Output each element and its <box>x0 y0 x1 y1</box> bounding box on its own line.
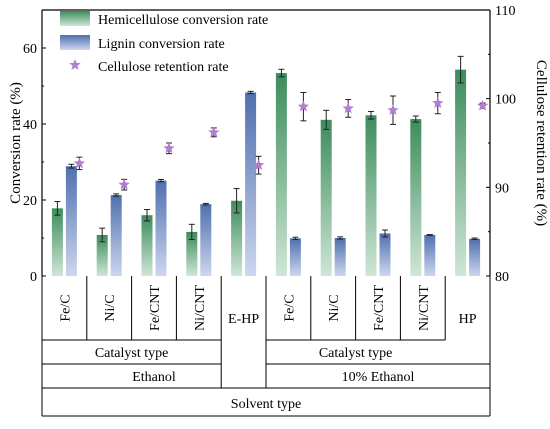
hemicellulose-error <box>188 223 195 241</box>
cellulose-star <box>342 102 354 114</box>
category-label: Ni/C <box>327 294 342 321</box>
lignin-error <box>382 229 388 238</box>
hemicellulose-bar <box>141 215 153 276</box>
cellulose-star <box>118 178 130 190</box>
y2-axis-title: Cellulose retention rate (%) <box>533 60 549 226</box>
cellulose-star <box>208 126 220 138</box>
category-label: Fe/CNT <box>372 285 387 331</box>
category-label: Fe/C <box>282 294 297 321</box>
lignin-error <box>202 202 209 206</box>
hemicellulose-bar <box>410 119 422 276</box>
hemicellulose-bar <box>51 208 63 276</box>
plot-area <box>51 55 489 277</box>
hemicellulose-bar <box>320 119 332 276</box>
lignin-error <box>292 236 299 241</box>
left-tick-label: 0 <box>30 270 37 285</box>
hemicellulose-error <box>368 110 374 120</box>
hemicellulose-bar <box>96 234 108 276</box>
hemicellulose-error <box>323 109 330 130</box>
category-label: HP <box>459 312 477 327</box>
cellulose-star <box>73 157 86 169</box>
category-table: Fe/C Ni/C Fe/CNT Ni/CNT E-HP Fe/C Ni/C Fe/CNT Ni… <box>41 276 491 417</box>
left-tick-label: 40 <box>23 118 37 133</box>
lignin-error <box>337 236 344 240</box>
hemicellulose-error <box>457 55 464 84</box>
cellulose-star <box>387 104 399 116</box>
lignin-error <box>158 178 164 183</box>
lignin-bar <box>110 195 122 276</box>
legend-label-cellulose: Cellulose retention rate <box>98 60 229 75</box>
lignin-bar <box>469 238 481 276</box>
lignin-bar <box>424 234 436 276</box>
hemicellulose-error <box>99 227 106 243</box>
legend-label-lignin: Lignin conversion rate <box>98 37 225 52</box>
hemicellulose-bar <box>231 200 243 276</box>
lignin-bar <box>200 204 212 276</box>
hemicellulose-bar <box>275 73 287 276</box>
lignin-error <box>113 193 120 197</box>
category-label: Ni/C <box>103 294 118 321</box>
legend-label-hemicellulose: Hemicellulose conversion rate <box>98 13 268 28</box>
y-axis-title: Conversion rate (%) <box>8 82 24 204</box>
lignin-bar <box>65 166 77 276</box>
group-label-solvent: Solvent type <box>231 397 301 412</box>
right-tick-label: 100 <box>495 93 516 108</box>
lignin-error <box>426 234 433 236</box>
cellulose-star <box>297 100 310 112</box>
lignin-error <box>68 163 75 169</box>
hemicellulose-error <box>144 209 150 222</box>
category-label: Ni/CNT <box>193 285 208 331</box>
hemicellulose-error <box>278 68 285 78</box>
category-label: Ni/CNT <box>417 285 432 331</box>
cellulose-star <box>476 99 489 111</box>
category-label: E-HP <box>228 312 259 327</box>
hemicellulose-error <box>412 115 419 123</box>
lignin-bar <box>245 92 257 277</box>
hemicellulose-error <box>233 188 240 214</box>
group-label-catalyst: Catalyst type <box>95 346 169 361</box>
group-label-catalyst: Catalyst type <box>319 346 393 361</box>
hemicellulose-error <box>54 201 61 216</box>
hemicellulose-bar <box>186 231 198 276</box>
right-tick-label: 80 <box>495 270 509 285</box>
legend-swatch-lignin <box>60 35 90 50</box>
cellulose-star <box>163 142 175 154</box>
right-tick-label: 90 <box>495 181 509 196</box>
lignin-bar <box>334 238 346 276</box>
category-label: Fe/CNT <box>148 285 163 331</box>
lignin-bar <box>155 180 167 276</box>
legend-star-cellulose <box>69 59 81 70</box>
group-label-ethanol: Ethanol <box>132 370 176 385</box>
axes: 0 20 40 60 80 90 100 110 Conversion rate (%) Cell… <box>8 4 549 285</box>
cellulose-star <box>432 97 444 108</box>
cellulose-star <box>252 159 265 171</box>
lignin-bar <box>379 233 391 276</box>
lignin-error <box>247 90 254 95</box>
left-tick-label: 60 <box>23 42 37 57</box>
lignin-bar <box>289 238 301 276</box>
lignin-error <box>471 237 478 241</box>
legend: Hemicellulose conversion rate Lignin conv… <box>60 11 268 75</box>
left-tick-label: 20 <box>23 194 37 209</box>
category-label: Fe/C <box>58 294 73 321</box>
hemicellulose-bar <box>455 69 467 276</box>
legend-swatch-hemicellulose <box>60 11 90 26</box>
right-tick-label: 110 <box>495 4 515 19</box>
hemicellulose-bar <box>365 115 377 276</box>
group-label-10-ethanol: 10% Ethanol <box>342 370 415 385</box>
